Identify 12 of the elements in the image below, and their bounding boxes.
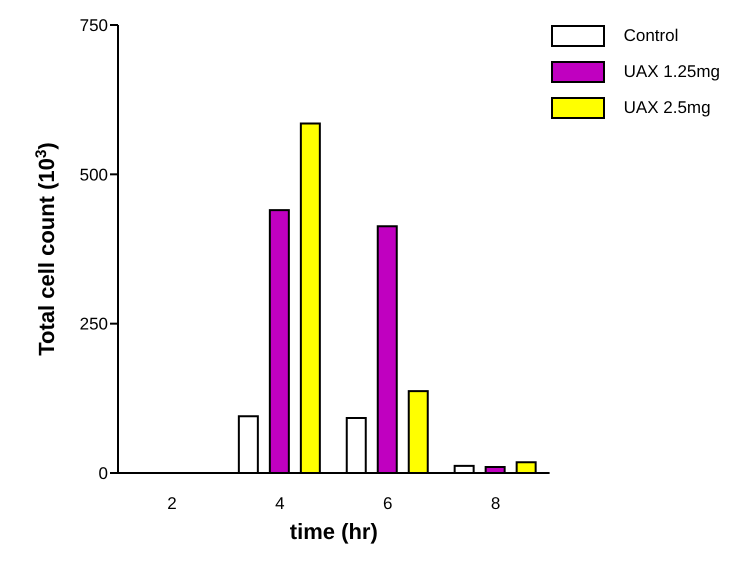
legend-label: Control: [624, 26, 678, 46]
y-tick-label: 500: [80, 165, 108, 184]
y-tick-label: 250: [80, 314, 108, 334]
x-tick-label: 6: [383, 494, 392, 514]
y-tick-label: 0: [98, 464, 108, 484]
legend-label: UAX 1.25mg: [624, 62, 720, 82]
x-tick-label: 2: [167, 494, 177, 514]
y-tick-label: 750: [80, 16, 108, 36]
legend-label: UAX 2.5mg: [624, 98, 711, 118]
x-tick-label: 4: [275, 494, 285, 514]
x-tick-label: 8: [490, 494, 500, 514]
x-axis-title: time (hr): [290, 519, 378, 544]
